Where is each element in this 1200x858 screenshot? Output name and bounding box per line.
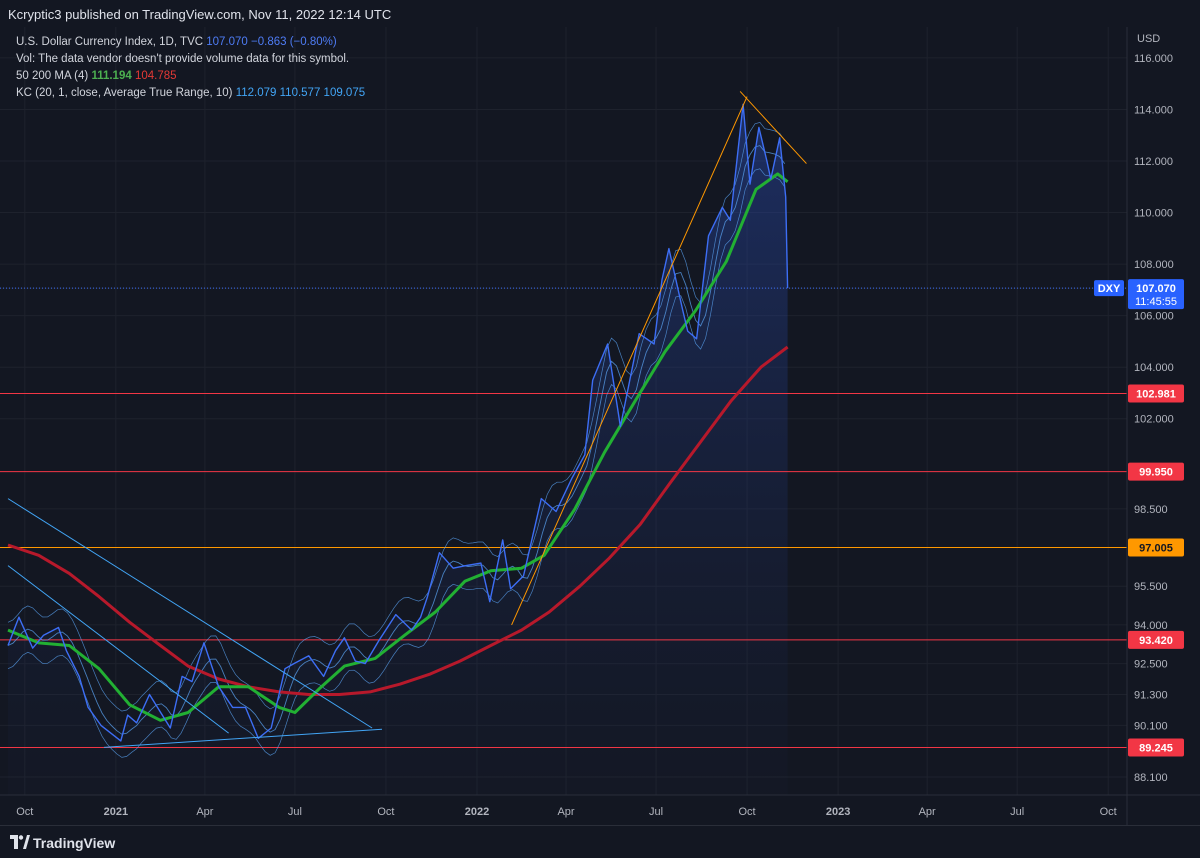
level-label-badge [1128,462,1184,481]
trendline[interactable] [7,498,373,729]
kc-mid-value: 110.577 [279,87,321,99]
y-tick-label: 114.000 [1134,104,1173,116]
time-axis[interactable]: Oct 2021 Apr Jul Oct 2022 Apr Jul Oct 2023 Apr Jul O… [16,806,1117,818]
legend-kc-row[interactable]: KC (20, 1, close, Average True Range, 10… [16,85,365,102]
trendline[interactable] [739,91,807,164]
legend-symbol-row[interactable]: U.S. Dollar Currency Index, 1D, TVC 107.… [16,34,365,51]
legend-ma-row[interactable]: 50 200 MA (4) 111.194 104.785 [16,68,365,85]
tradingview-logo-icon[interactable] [10,835,30,849]
level-label-text: 93.420 [1139,635,1173,647]
x-tick-label: 2022 [465,806,489,818]
y-tick-label: 106.000 [1134,311,1174,323]
y-tick-label: 91.300 [1134,689,1168,701]
horizontal-levels [0,392,1127,748]
y-tick-label: 116.000 [1134,53,1173,65]
price-chart[interactable]: 88.100 90.100 91.300 92.500 94.000 95.500 98.5… [0,27,1200,825]
last-price-badge [1128,279,1184,310]
ma200-value: 104.785 [134,70,177,82]
ma200-line [7,345,789,696]
x-tick-label: Oct [16,806,33,818]
kc-label: KC (20, 1, close, Average True Range, 10… [16,87,233,99]
x-tick-label: Jul [649,806,663,818]
level-label-badge [1128,384,1184,403]
symbol-label: U.S. Dollar Currency Index, 1D, TVC [16,36,204,48]
y-tick-label: 108.000 [1134,259,1174,271]
legend: U.S. Dollar Currency Index, 1D, TVC 107.… [16,34,365,102]
kc-band-line [7,168,785,758]
y-tick-label: 98.500 [1134,504,1168,516]
ma50-line [7,172,789,722]
kc-lower-value: 109.075 [323,87,366,99]
publish-text: Kcryptic3 published on TradingView.com, … [8,7,392,22]
x-tick-label: Oct [739,806,756,818]
level-label-badge [1128,738,1184,757]
level-label-badge [1128,630,1184,649]
y-tick-label: 94.000 [1134,620,1168,632]
last-price-text: 107.070 [1136,283,1176,295]
y-tick-label: 102.000 [1134,414,1174,426]
price-line [7,103,789,742]
y-tick-label: 112.000 [1134,156,1173,168]
symbol-badge [1094,280,1124,297]
symbol-change: −0.863 (−0.80%) [251,36,337,48]
ma50-value: 111.194 [91,70,132,82]
legend-vol-row[interactable]: Vol: The data vendor doesn't provide vol… [16,51,365,68]
publish-header: Kcryptic3 published on TradingView.com, … [0,0,1200,28]
kc-upper-value: 112.079 [235,87,277,99]
footer: TradingView [0,825,1200,858]
trendline[interactable] [103,728,383,748]
trendline[interactable] [511,96,748,626]
countdown-text: 11:45:55 [1135,296,1177,308]
symbol-price: 107.070 [206,36,248,48]
x-tick-label: 2021 [104,806,128,818]
x-tick-label: Apr [557,806,574,818]
axis-unit-label: USD [1137,33,1160,45]
x-tick-label: 2023 [826,806,850,818]
y-tick-label: 95.500 [1134,581,1168,593]
x-tick-label: Apr [196,806,213,818]
level-label-text: 99.950 [1139,467,1173,479]
symbol-badge-text: DXY [1098,283,1121,295]
level-label-text: 97.005 [1139,542,1173,554]
footer-brand[interactable]: TradingView [33,835,116,851]
trendline[interactable] [7,565,229,734]
x-tick-label: Apr [919,806,936,818]
y-tick-label: 90.100 [1134,720,1168,732]
ma-label: 50 200 MA (4) [16,70,89,82]
x-tick-label: Oct [1100,806,1117,818]
level-label-badge [1128,538,1184,557]
level-label-text: 89.245 [1139,742,1173,754]
y-tick-label: 110.000 [1134,208,1173,220]
vol-text: Vol: The data vendor doesn't provide vol… [16,53,350,65]
trendlines [7,91,807,748]
y-tick-label: 92.500 [1134,659,1168,671]
x-tick-label: Oct [377,806,394,818]
kc-band-line [7,121,785,712]
price-axis[interactable]: 88.100 90.100 91.300 92.500 94.000 95.500 98.5… [1134,53,1174,784]
x-tick-label: Jul [288,806,302,818]
y-tick-label: 104.000 [1134,362,1174,374]
x-tick-label: Jul [1010,806,1024,818]
level-labels: 102.981 99.950 97.005 93.420 89.245 [1128,384,1184,757]
level-label-text: 102.981 [1136,388,1176,400]
price-area-fill [8,104,788,796]
y-tick-label: 88.100 [1134,772,1168,784]
